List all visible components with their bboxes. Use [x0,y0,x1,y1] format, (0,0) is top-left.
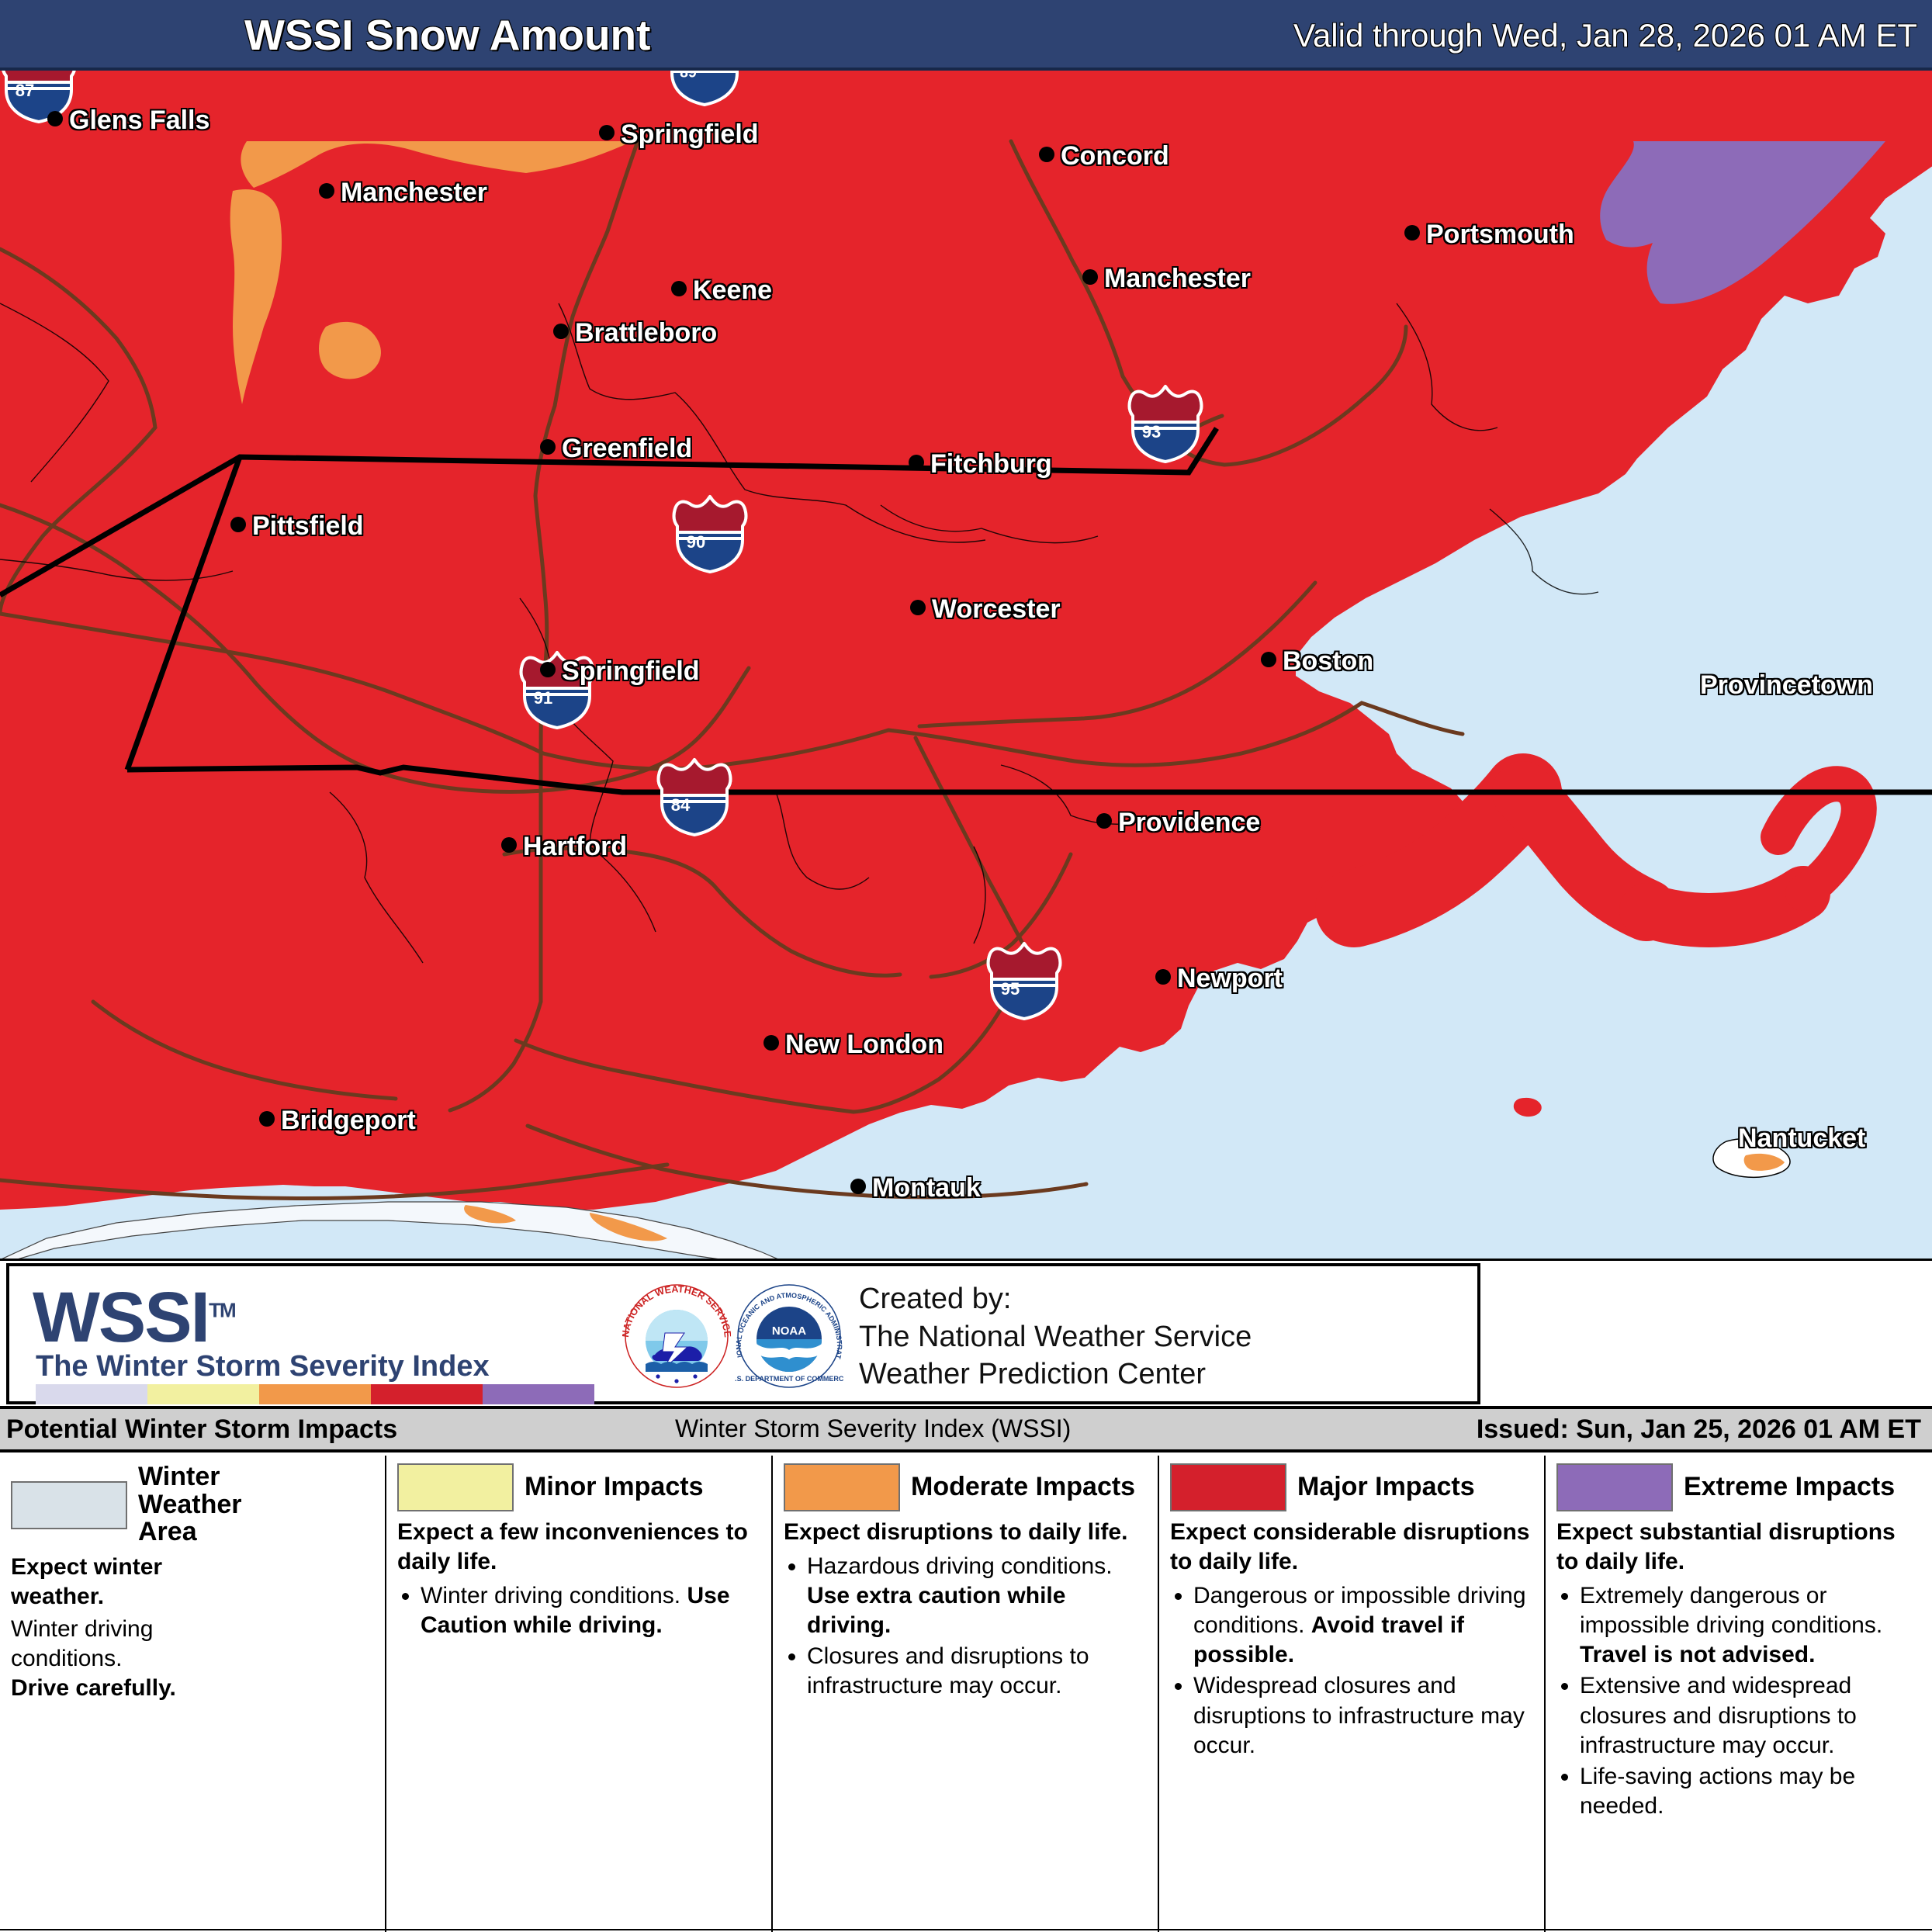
svg-text:NOAA: NOAA [772,1324,806,1338]
svg-text:U.S. DEPARTMENT OF COMMERCE: U.S. DEPARTMENT OF COMMERCE [735,1375,843,1383]
